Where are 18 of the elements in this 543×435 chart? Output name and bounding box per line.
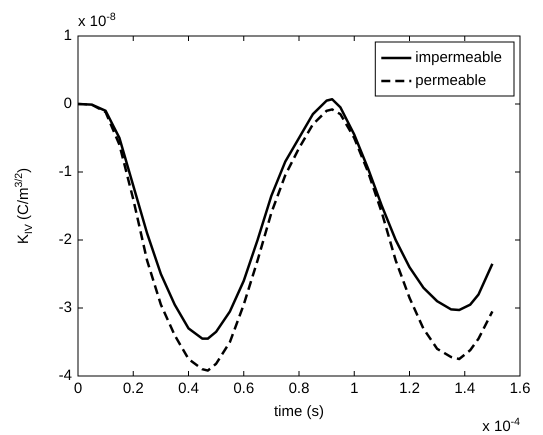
- x-tick-label: 0.2: [122, 380, 144, 398]
- y-tick-label: 0: [64, 95, 72, 112]
- y-tick-label: -4: [58, 367, 72, 384]
- legend-label: permeable: [415, 72, 486, 90]
- y-tick-label: -3: [58, 299, 72, 316]
- x-tick-label: 1.2: [399, 380, 420, 398]
- x-tick-label: 0.6: [233, 380, 254, 398]
- y-tick-label: -1: [58, 163, 72, 180]
- y-tick-label: 1: [64, 27, 72, 44]
- y-tick-label: -2: [58, 231, 72, 248]
- x-tick-label: 0.8: [288, 380, 310, 398]
- x-tick-label: 1.4: [454, 380, 476, 398]
- x-tick-label: 1.6: [510, 380, 530, 398]
- y-axis-title: KIV (C/m3/2): [13, 168, 35, 244]
- legend-label: impermeable: [415, 49, 502, 66]
- x-axis-title: time (s): [274, 403, 324, 420]
- x-tick-label: 1: [350, 380, 358, 398]
- x-tick-label: 0.4: [178, 380, 199, 398]
